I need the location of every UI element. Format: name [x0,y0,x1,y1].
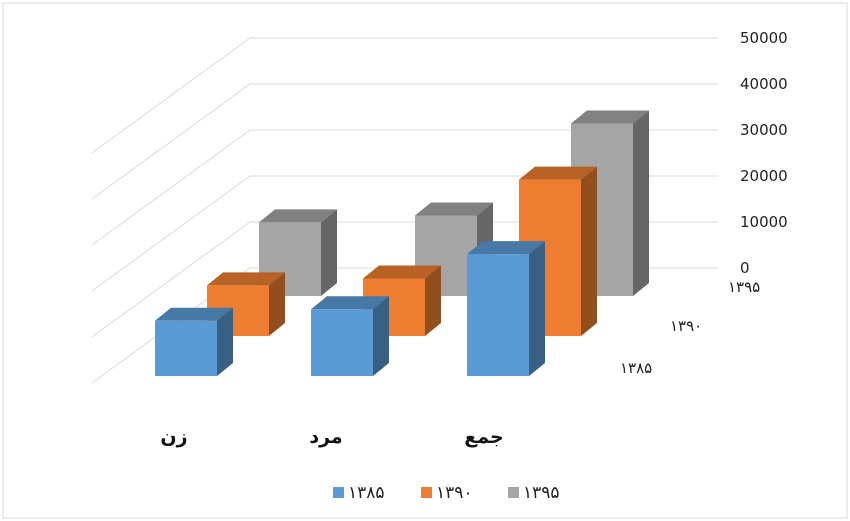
bar [311,296,389,376]
bar-side [581,166,597,336]
y-axis: 0 10000 20000 30000 40000 50000 [740,29,788,277]
bar [467,241,545,376]
depth-tick-label: ۱۳۹۵ [728,278,760,296]
legend: ۱۳۸۵ ۱۳۹۰ ۱۳۹۵ [333,483,560,503]
bar-front [155,320,217,376]
bar-front [467,254,529,376]
side-gridline [91,175,251,292]
depth-tick-label: ۱۳۹۰ [670,317,702,335]
side-gridline [91,221,251,338]
y-tick-label: 10000 [740,213,788,231]
bar-side [425,265,441,336]
side-gridline [91,129,251,246]
bar-top [155,307,233,321]
category-label: زن [160,426,187,448]
bar-top [259,209,337,223]
y-tick-label: 40000 [740,75,788,93]
bar-top [571,110,649,124]
category-label: جمع [464,426,503,448]
depth-tick-label: ۱۳۸۵ [620,359,652,377]
bar [155,307,233,376]
bar-top [519,166,597,180]
bar-top [207,272,285,286]
legend-label: ۱۳۹۰ [436,483,473,503]
bars [155,110,649,376]
bar-front [311,309,373,376]
category-axis: زن مرد جمع [160,426,503,448]
bar-side [529,241,545,376]
bar-top [363,265,441,279]
bar-top [311,296,389,310]
side-gridline [91,37,251,154]
bar-side [373,296,389,376]
y-tick-label: 0 [740,259,750,277]
y-tick-label: 20000 [740,167,788,185]
bar-side [321,209,337,296]
bar-side [633,110,649,296]
bar-side [217,307,233,376]
y-tick-label: 30000 [740,121,788,139]
legend-swatch [508,487,519,498]
legend-swatch [333,487,344,498]
bar-top [467,241,545,255]
legend-swatch [421,487,432,498]
legend-label: ۱۳۹۵ [523,483,560,503]
bar-side [269,272,285,336]
y-tick-label: 50000 [740,29,788,47]
bar-top [415,202,493,216]
side-gridline [91,83,251,200]
category-label: مرد [309,426,342,448]
legend-label: ۱۳۸۵ [348,483,385,503]
depth-axis: ۱۳۸۵ ۱۳۹۰ ۱۳۹۵ [620,278,760,377]
